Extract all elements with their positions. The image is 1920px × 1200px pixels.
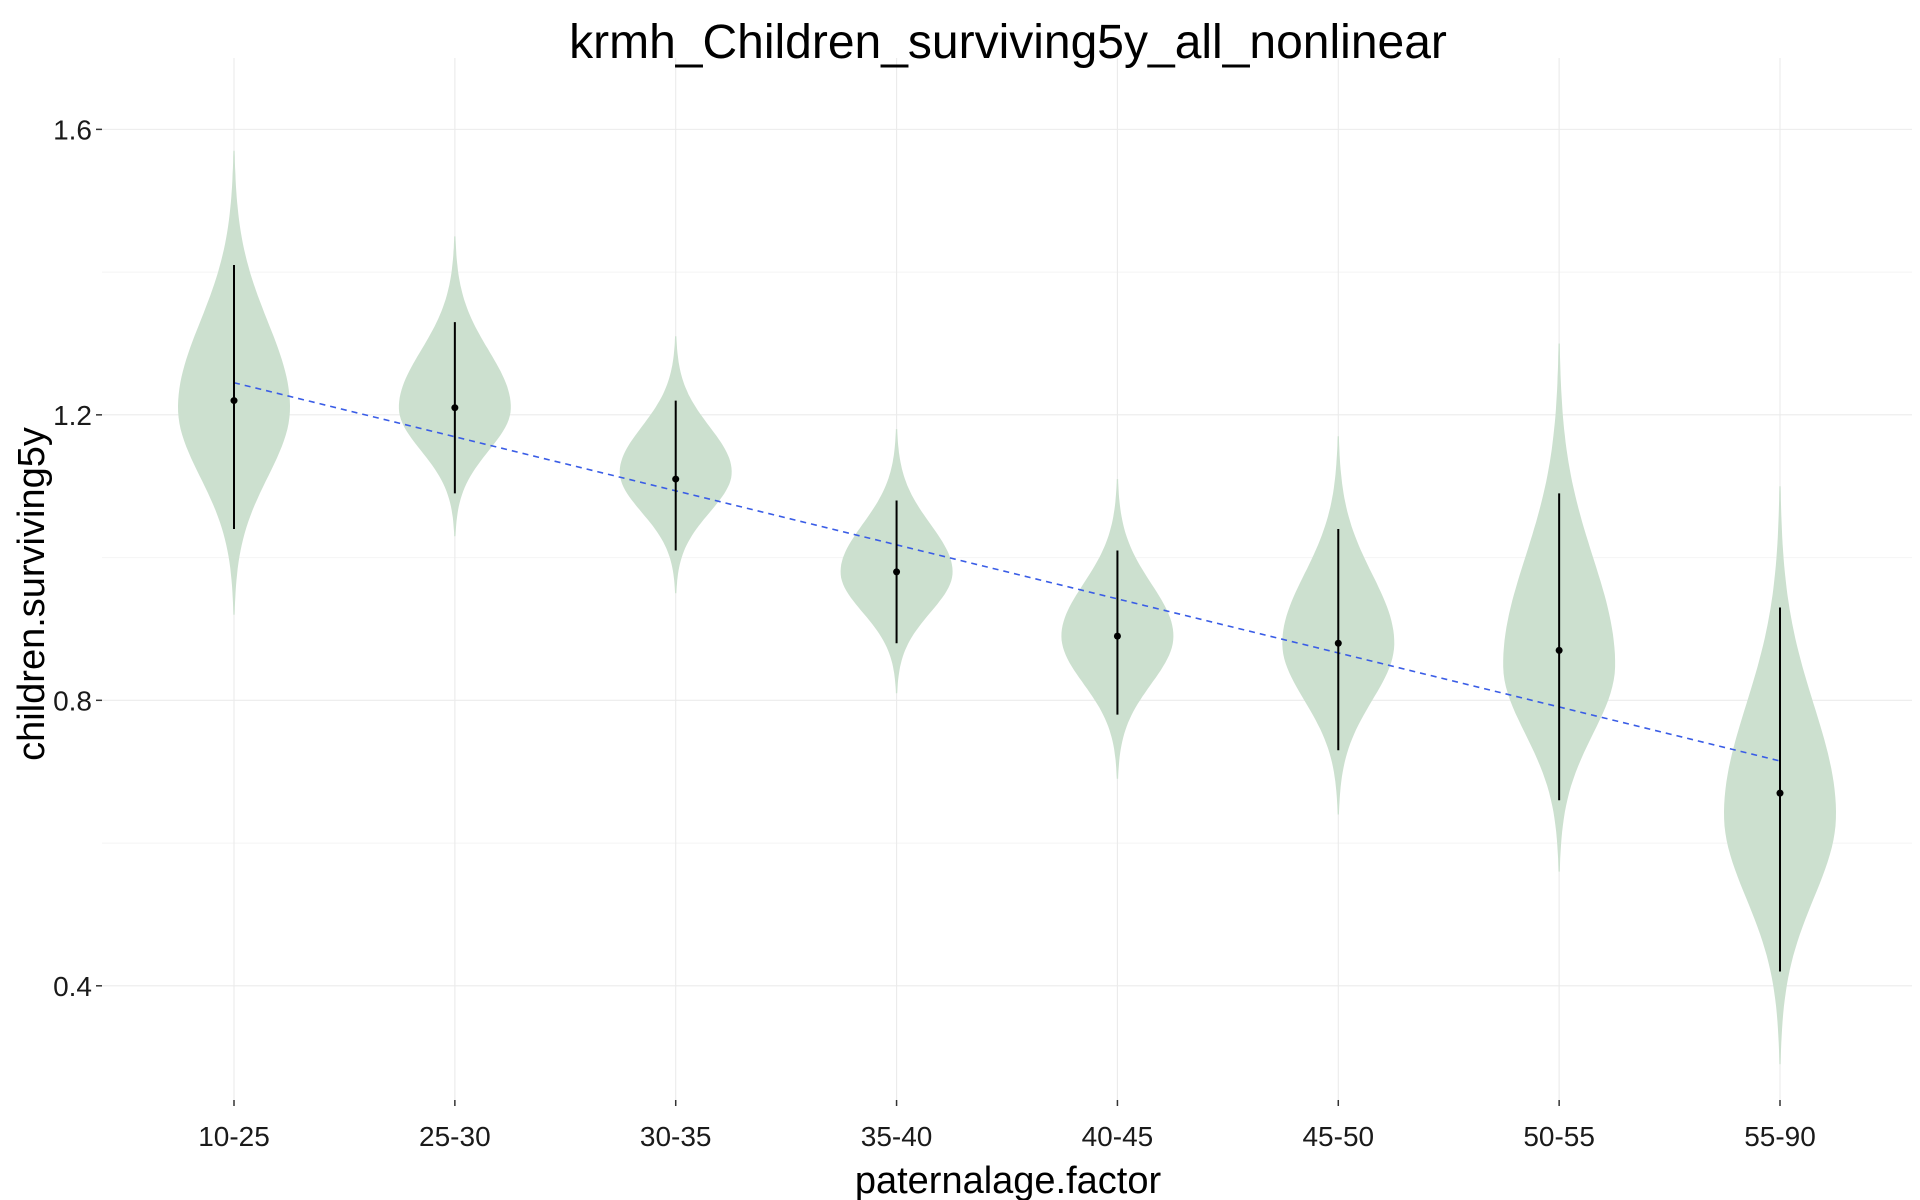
- x-tick-label: 25-30: [419, 1121, 491, 1152]
- trend-line: [233, 381, 1781, 762]
- x-tick-label: 40-45: [1082, 1121, 1154, 1152]
- median-point-40-45: [1113, 632, 1121, 640]
- chart-title: krmh_Children_surviving5y_all_nonlinear: [569, 16, 1447, 69]
- axes: 0.4 0.8 1.2 1.6 10-25 25-30 30-35 35-40 40-45 45-…: [53, 114, 1816, 1152]
- y-axis-title: children.surviving5y: [11, 427, 53, 761]
- median-point-30-35: [672, 475, 680, 483]
- x-tick-label: 55-90: [1744, 1121, 1816, 1152]
- y-tick-label: 1.6: [53, 114, 92, 145]
- trend-line-layer: [233, 381, 1781, 762]
- median-point-25-30: [451, 404, 459, 412]
- median-point-55-90: [1776, 789, 1784, 797]
- median-point-10-25: [230, 397, 238, 405]
- x-axis-title: paternalage.factor: [855, 1160, 1162, 1200]
- grid-lines: [102, 58, 1912, 1100]
- y-tick-label: 1.2: [53, 400, 92, 431]
- summary-layer: [230, 264, 1784, 972]
- x-tick-label: 30-35: [640, 1121, 712, 1152]
- y-tick-label: 0.8: [53, 685, 92, 716]
- median-point-45-50: [1334, 639, 1342, 647]
- x-tick-label: 10-25: [198, 1121, 270, 1152]
- median-point-50-55: [1555, 646, 1563, 654]
- y-tick-label: 0.4: [53, 971, 92, 1002]
- x-tick-label: 35-40: [861, 1121, 933, 1152]
- x-tick-label: 45-50: [1302, 1121, 1374, 1152]
- median-point-35-40: [893, 568, 901, 576]
- x-tick-label: 50-55: [1523, 1121, 1595, 1152]
- violins: [178, 150, 1836, 1065]
